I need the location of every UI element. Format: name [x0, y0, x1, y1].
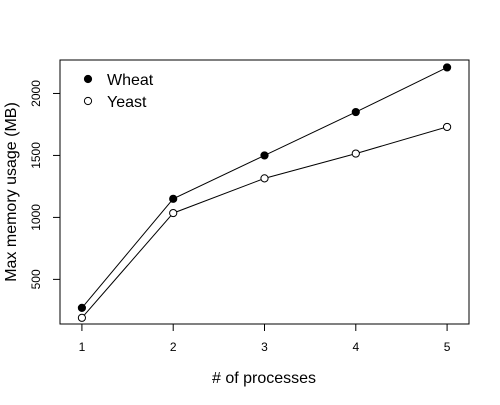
data-point-wheat — [352, 108, 359, 115]
y-axis-title: Max memory usage (MB) — [3, 102, 20, 282]
y-tick-label: 1000 — [29, 204, 43, 231]
data-point-yeast — [352, 150, 359, 157]
data-point-yeast — [78, 314, 85, 321]
data-point-wheat — [78, 304, 85, 311]
data-point-wheat — [170, 195, 177, 202]
x-axis: 1 2 3 4 5 — [79, 324, 451, 354]
data-point-wheat — [261, 152, 268, 159]
legend-marker-yeast — [84, 97, 91, 104]
x-tick-label: 5 — [444, 340, 451, 354]
y-tick-label: 2000 — [29, 80, 43, 107]
x-tick-label: 2 — [170, 340, 177, 354]
y-tick-label: 500 — [29, 269, 43, 289]
x-tick-label: 4 — [352, 340, 359, 354]
legend-label-wheat: Wheat — [107, 72, 154, 89]
x-tick-label: 3 — [261, 340, 268, 354]
legend-label-yeast: Yeast — [107, 94, 147, 111]
y-tick-label: 1500 — [29, 142, 43, 169]
data-point-wheat — [443, 64, 450, 71]
legend: Wheat Yeast — [84, 72, 153, 111]
data-point-yeast — [443, 123, 450, 130]
data-point-yeast — [170, 209, 177, 216]
legend-marker-wheat — [84, 75, 91, 82]
y-axis: 500 1000 1500 2000 — [29, 80, 60, 290]
x-tick-label: 1 — [79, 340, 86, 354]
data-point-yeast — [261, 175, 268, 182]
x-axis-title: # of processes — [212, 370, 316, 387]
